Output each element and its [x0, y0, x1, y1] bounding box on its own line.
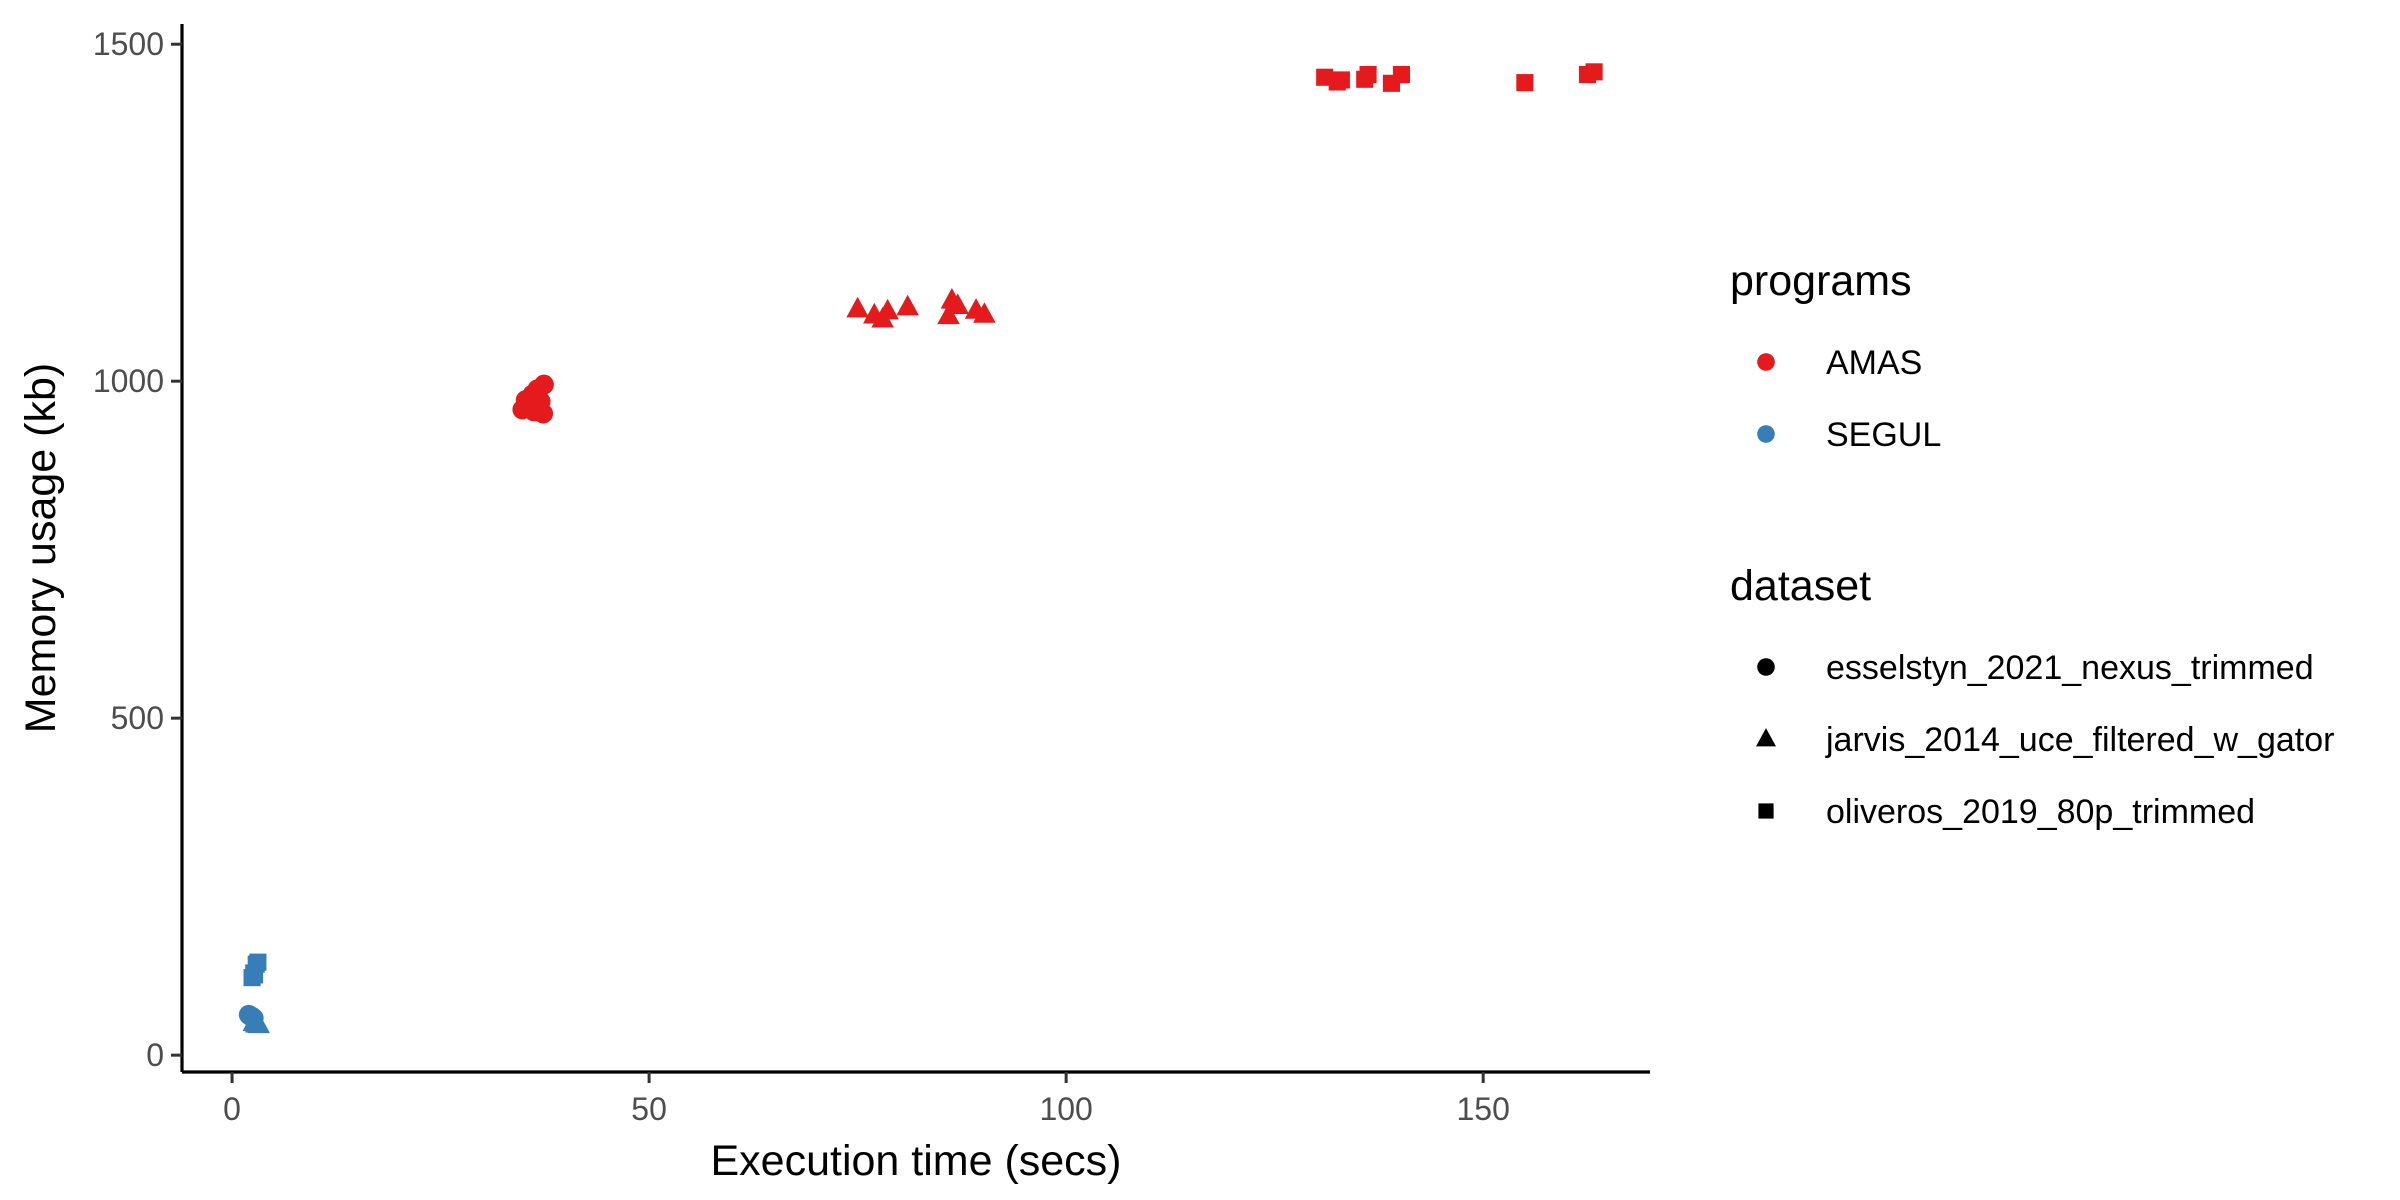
data-point [946, 293, 969, 315]
x-ticks: 0 50 100 150 [223, 1072, 1510, 1127]
legend-title: dataset [1730, 562, 1871, 610]
data-point [521, 396, 542, 417]
y-axis-title: Memory usage (kb) [17, 363, 65, 733]
legend-label: jarvis_2014_uce_filtered_w_gator [1825, 721, 2334, 759]
data-point [896, 294, 919, 316]
data-point [1585, 63, 1603, 81]
legend-key [1756, 728, 1776, 747]
data-point [1332, 71, 1350, 89]
legend-key [1757, 425, 1775, 443]
data-point [1516, 74, 1534, 92]
data-point [245, 1011, 269, 1032]
x-tick-label: 50 [631, 1091, 667, 1127]
x-tick-label: 150 [1456, 1091, 1509, 1127]
data-point [876, 298, 899, 320]
data-point [1359, 65, 1377, 84]
data-point [534, 374, 554, 395]
legend-label: AMAS [1826, 344, 1922, 382]
x-tick-label: 0 [223, 1091, 241, 1127]
legend-key [1757, 353, 1775, 371]
legend-key [1758, 803, 1774, 819]
y-tick-label: 0 [146, 1037, 164, 1073]
legend-key [1757, 658, 1775, 676]
data-points [238, 63, 1603, 1034]
data-point [1392, 65, 1410, 84]
y-tick-label: 1000 [93, 363, 164, 399]
legend-label: SEGUL [1826, 416, 1941, 454]
legend-title: programs [1730, 257, 1912, 305]
axes [180, 24, 1650, 1074]
legend-label: esselstyn_2021_nexus_trimmed [1826, 649, 2314, 687]
data-point [246, 966, 264, 984]
x-tick-label: 100 [1039, 1091, 1092, 1127]
data-point [973, 302, 996, 323]
data-point [846, 296, 869, 318]
y-tick-label: 1500 [93, 26, 164, 62]
legend: programs AMAS SEGUL dataset esselstyn_2021_n… [1730, 257, 2334, 831]
y-tick-label: 500 [111, 700, 164, 736]
legend-label: oliveros_2019_80p_trimmed [1826, 793, 2255, 831]
y-ticks: 0 500 1000 1500 [93, 26, 182, 1073]
x-axis-title: Execution time (secs) [710, 1137, 1121, 1185]
